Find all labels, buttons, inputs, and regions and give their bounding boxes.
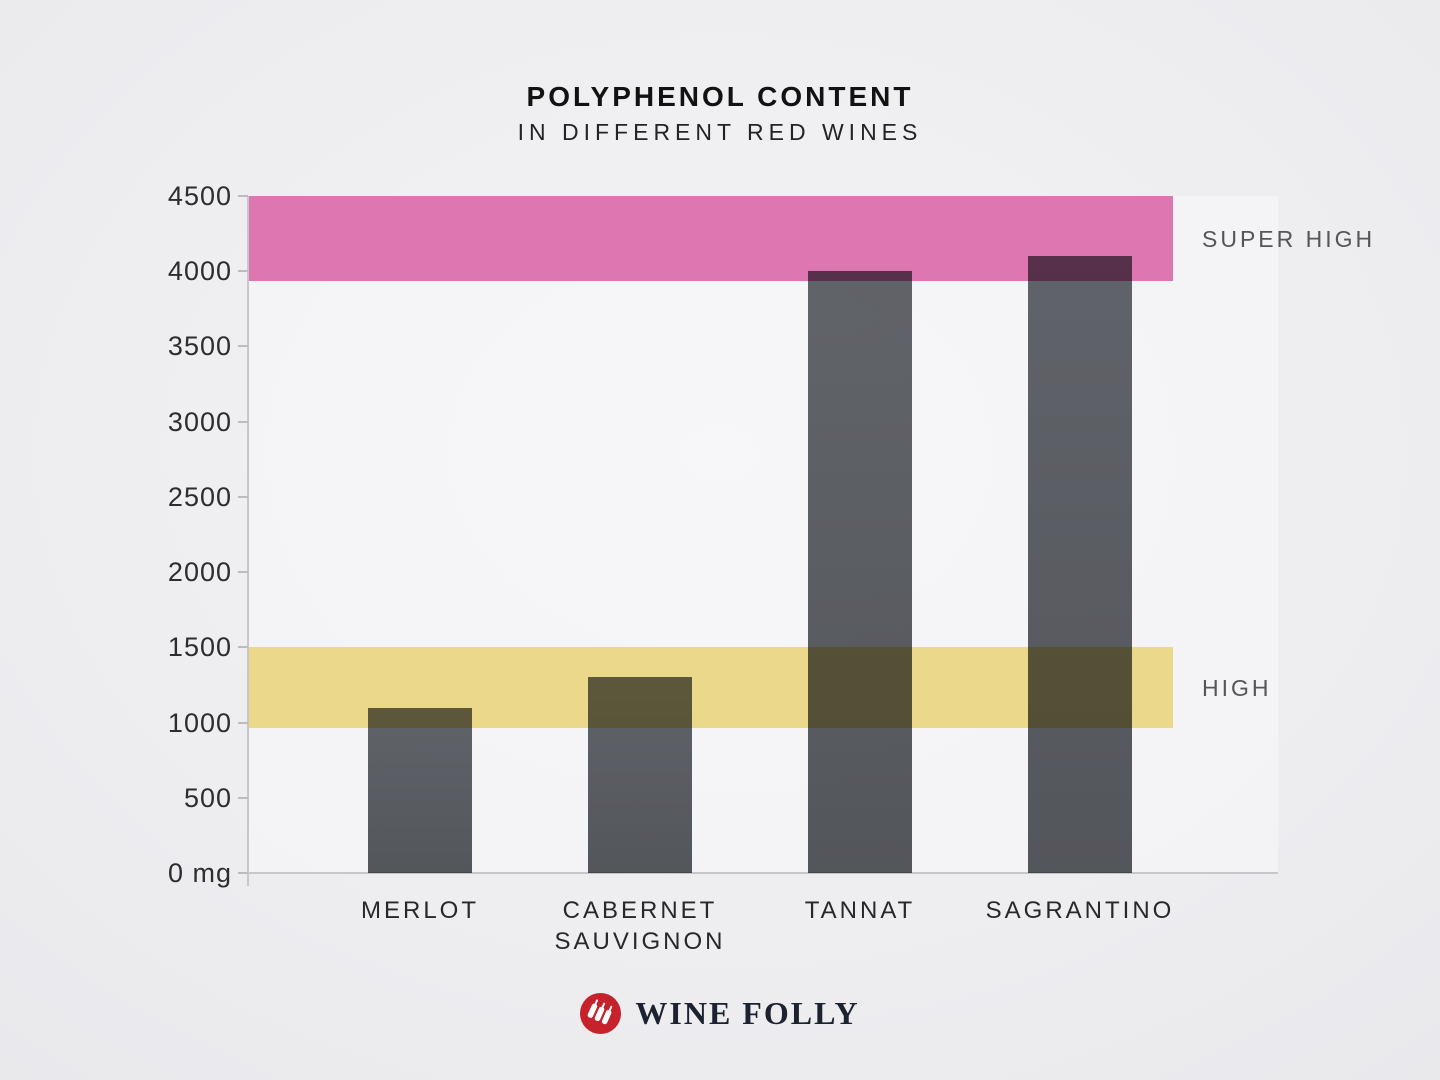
y-tick-mark-1500 — [238, 646, 248, 649]
y-tick-label-1000: 1000 — [167, 707, 232, 738]
y-tick-label-2000: 2000 — [167, 557, 232, 588]
y-tick-mark-4500 — [238, 195, 248, 197]
y-tick-mark-500 — [238, 796, 248, 799]
y-tick-label-4500: 4500 — [167, 181, 232, 211]
y-tick-mark-1000 — [238, 721, 248, 724]
bar-cabernet-sauvignon — [588, 677, 692, 873]
y-tick-mark-3500 — [238, 345, 248, 348]
y-tick-mark-4000 — [238, 270, 248, 273]
y-tick-mark-2000 — [238, 571, 248, 574]
band-label-high: HIGH — [1202, 674, 1272, 701]
band-label-super-high: SUPER HIGH — [1202, 225, 1376, 252]
bar-tannat — [808, 271, 912, 873]
y-tick-label-0: 0 mg — [167, 858, 232, 888]
bar-merlot — [368, 707, 472, 873]
y-tick-label-3000: 3000 — [167, 406, 232, 437]
title-block: POLYPHENOL CONTENT IN DIFFERENT RED WINE… — [0, 80, 1440, 146]
chart-plot-area: SUPER HIGH HIGH 4500 4000 3500 3000 2500 2000 15… — [168, 181, 1372, 955]
chart-subtitle: IN DIFFERENT RED WINES — [517, 119, 923, 145]
x-label-sagrantino: SAGRANTINO — [985, 897, 1175, 924]
chart-title: POLYPHENOL CONTENT — [526, 81, 914, 112]
band-super-high — [249, 196, 1173, 281]
y-axis-line — [247, 196, 249, 886]
bar-sagrantino — [1028, 256, 1132, 873]
x-label-merlot: MERLOT — [360, 897, 479, 924]
y-tick-label-4000: 4000 — [167, 256, 232, 287]
brand-text: WINE FOLLY — [635, 995, 860, 1031]
x-label-cabernet-sauvignon: CABERNET SAUVIGNON — [554, 897, 726, 955]
wine-folly-bottles-icon — [580, 992, 622, 1034]
x-label-tannat: TANNAT — [804, 897, 916, 924]
y-tick-label-2500: 2500 — [167, 481, 232, 512]
y-tick-label-1500: 1500 — [167, 632, 232, 663]
y-tick-label-500: 500 — [183, 782, 232, 813]
y-tick-mark-0 — [238, 872, 248, 874]
y-tick-label-3500: 3500 — [167, 331, 232, 362]
x-axis-line — [244, 872, 1278, 874]
y-tick-mark-2500 — [238, 495, 248, 498]
brand-footer: WINE FOLLY — [0, 985, 1440, 1041]
y-tick-mark-3000 — [238, 420, 248, 423]
